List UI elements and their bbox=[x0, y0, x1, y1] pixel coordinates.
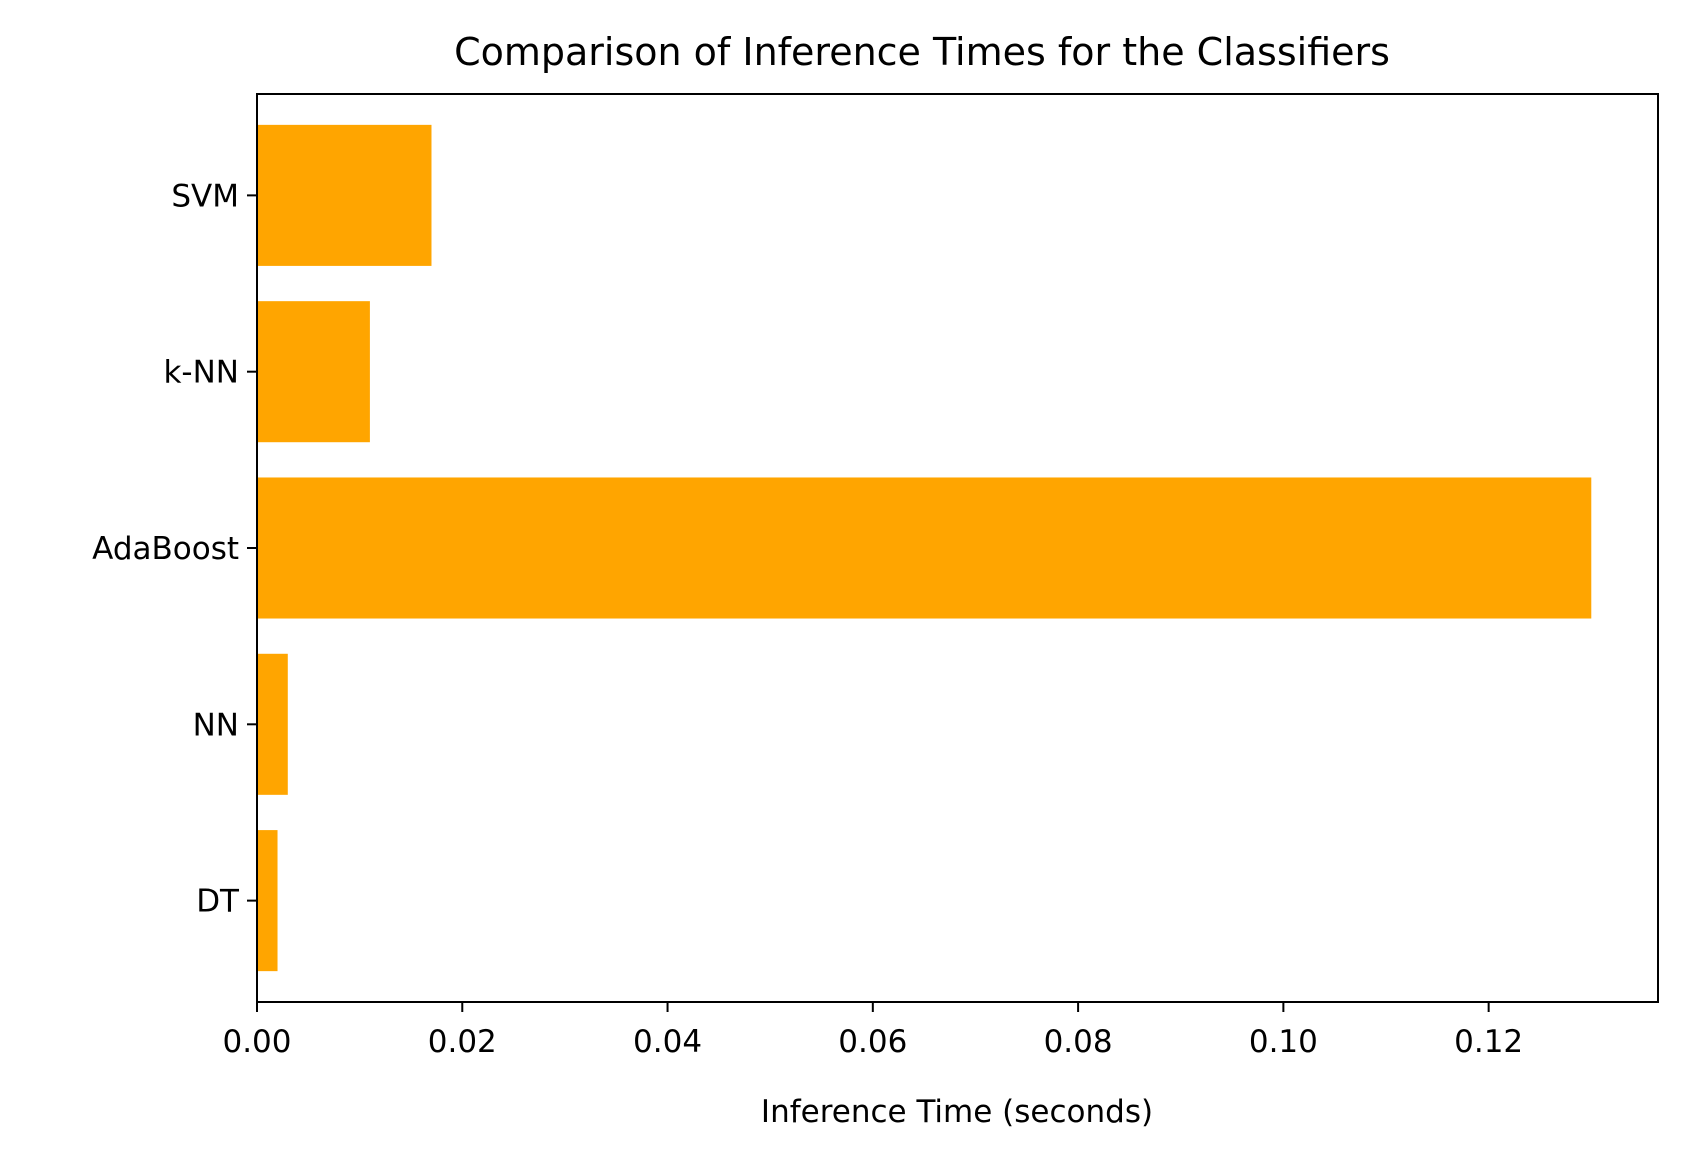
x-axis-ticks: 0.00 0.02 0.04 0.06 0.08 0.10 0.12 bbox=[222, 1002, 1523, 1060]
x-tick-label: 0.04 bbox=[633, 1024, 702, 1060]
y-tick-label-adaboost: AdaBoost bbox=[92, 531, 239, 567]
bars-group bbox=[257, 124, 1592, 972]
x-axis-label: Inference Time (seconds) bbox=[761, 1094, 1153, 1130]
bar-nn bbox=[257, 653, 288, 795]
x-tick-label: 0.02 bbox=[428, 1024, 497, 1060]
x-tick-label: 0.08 bbox=[1044, 1024, 1113, 1060]
y-tick-label-svm: SVM bbox=[171, 178, 239, 214]
bar-adaboost bbox=[257, 477, 1592, 619]
y-tick-label-nn: NN bbox=[193, 707, 239, 743]
chart-title: Comparison of Inference Times for the Cl… bbox=[454, 30, 1390, 74]
x-tick-label: 0.06 bbox=[838, 1024, 907, 1060]
bar-dt bbox=[257, 830, 278, 972]
plot-frame bbox=[256, 93, 1659, 1003]
bar-svm bbox=[257, 124, 432, 266]
x-tick-label: 0.12 bbox=[1454, 1024, 1523, 1060]
x-tick-label: 0.00 bbox=[222, 1024, 291, 1060]
x-tick-label: 0.10 bbox=[1249, 1024, 1318, 1060]
y-tick-label-dt: DT bbox=[196, 884, 240, 920]
y-axis-ticks: DT NN AdaBoost k-NN SVM bbox=[92, 178, 257, 920]
bar-k-nn bbox=[257, 301, 370, 443]
y-tick-label-k-nn: k-NN bbox=[163, 355, 239, 391]
